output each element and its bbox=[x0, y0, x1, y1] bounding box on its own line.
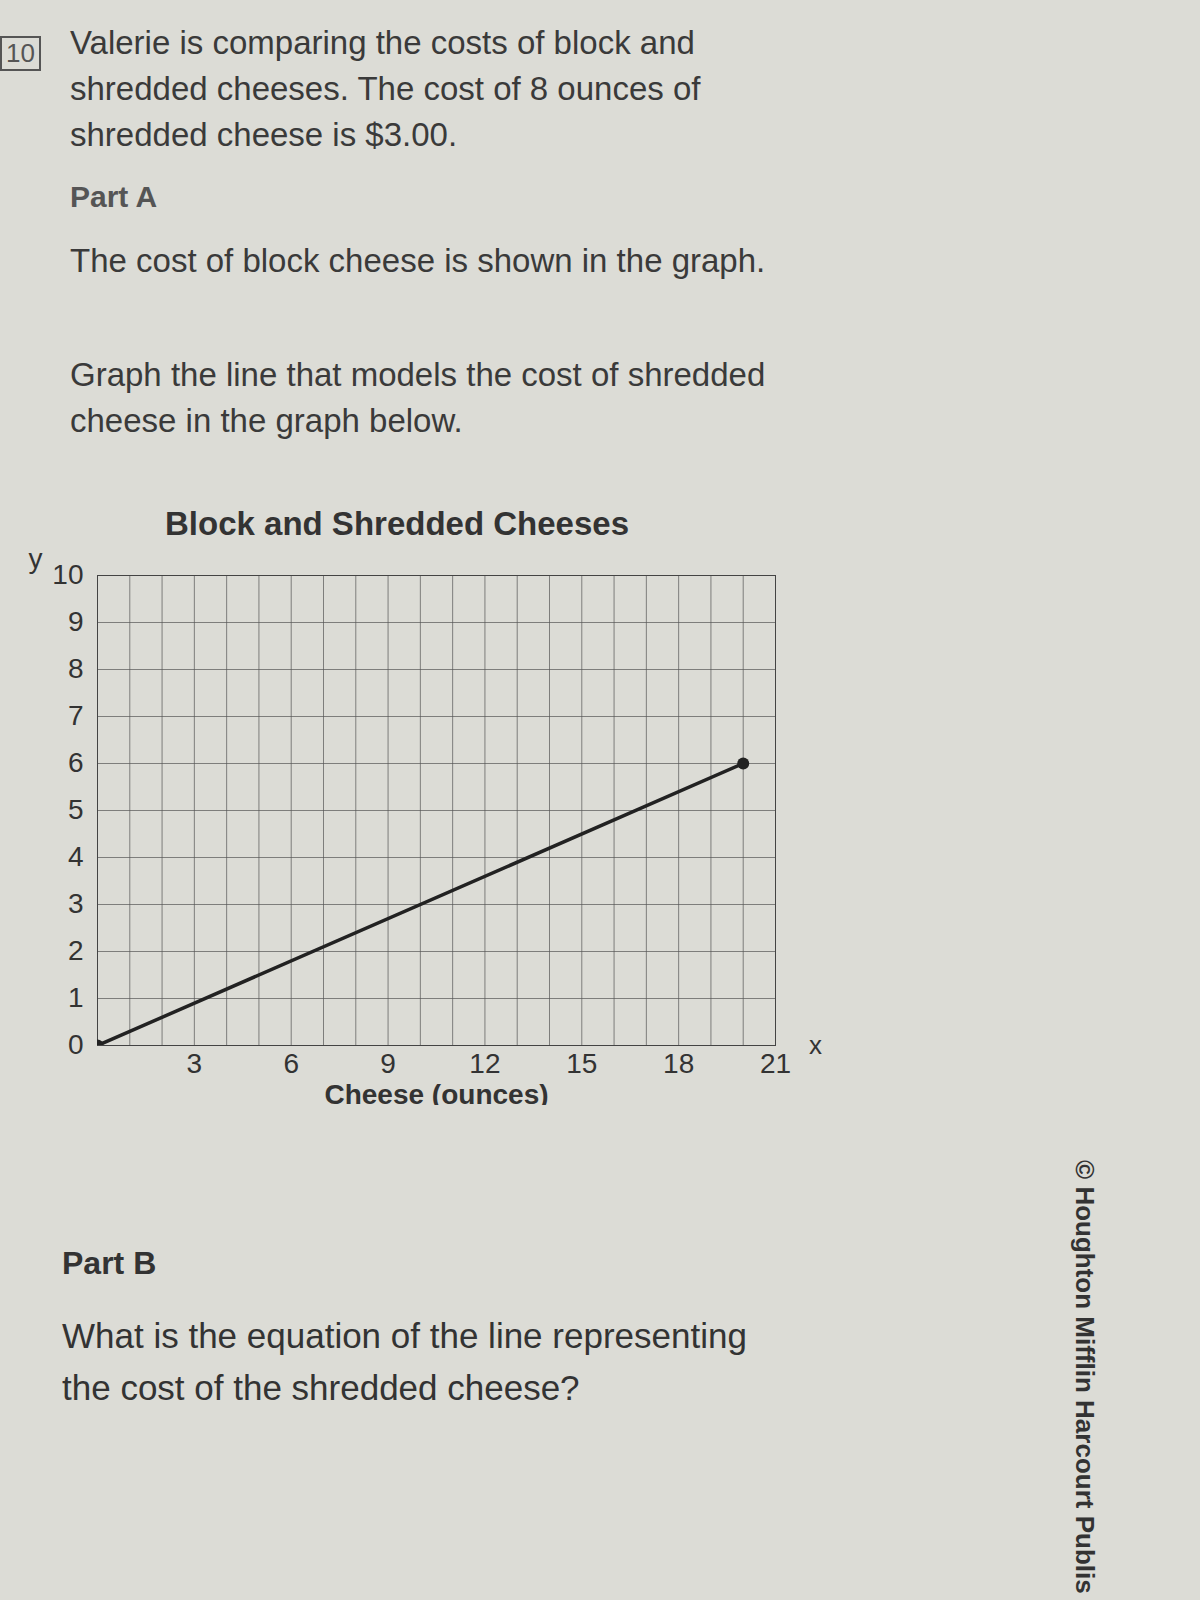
html-text:Block and Shredded Cheeses: Block and Shredded Cheeses bbox=[165, 505, 629, 542]
svg-text:3: 3 bbox=[68, 888, 84, 919]
svg-text:2: 2 bbox=[68, 935, 84, 966]
html-text:10: 10 bbox=[6, 38, 35, 68]
html-text:Part B: Part B bbox=[62, 1245, 157, 1281]
html-text:Part A: Part A bbox=[70, 180, 158, 213]
svg-text:x: x bbox=[809, 1030, 822, 1060]
svg-text:0: 0 bbox=[68, 1029, 84, 1060]
html-text:Graph the line that models the: Graph the line that models the cost of s… bbox=[70, 356, 766, 439]
svg-text:7: 7 bbox=[68, 700, 84, 731]
svg-text:4: 4 bbox=[68, 841, 84, 872]
svg-text:5: 5 bbox=[68, 794, 84, 825]
svg-text:21: 21 bbox=[760, 1048, 791, 1079]
svg-text:15: 15 bbox=[566, 1048, 597, 1079]
svg-text:12: 12 bbox=[469, 1048, 500, 1079]
html-text:© Houghton Mifflin Harcourt Pu: © Houghton Mifflin Harcourt Publis bbox=[1070, 1160, 1100, 1594]
svg-text:Cheese (ounces): Cheese (ounces) bbox=[324, 1079, 548, 1106]
svg-text:9: 9 bbox=[68, 606, 84, 637]
svg-text:3: 3 bbox=[187, 1048, 203, 1079]
svg-text:10: 10 bbox=[52, 559, 83, 590]
html-text:The cost of block cheese is sh: The cost of block cheese is shown in the… bbox=[70, 242, 766, 279]
svg-text:y: y bbox=[29, 545, 43, 574]
svg-text:1: 1 bbox=[68, 982, 84, 1013]
svg-text:6: 6 bbox=[68, 747, 84, 778]
html-text:Valerie is comparing the costs: Valerie is comparing the costs of block … bbox=[70, 24, 701, 153]
svg-text:18: 18 bbox=[663, 1048, 694, 1079]
svg-text:8: 8 bbox=[68, 653, 84, 684]
svg-text:9: 9 bbox=[380, 1048, 396, 1079]
html-text:What is the equation of the li: What is the equation of the line represe… bbox=[62, 1316, 747, 1407]
svg-text:6: 6 bbox=[283, 1048, 299, 1079]
